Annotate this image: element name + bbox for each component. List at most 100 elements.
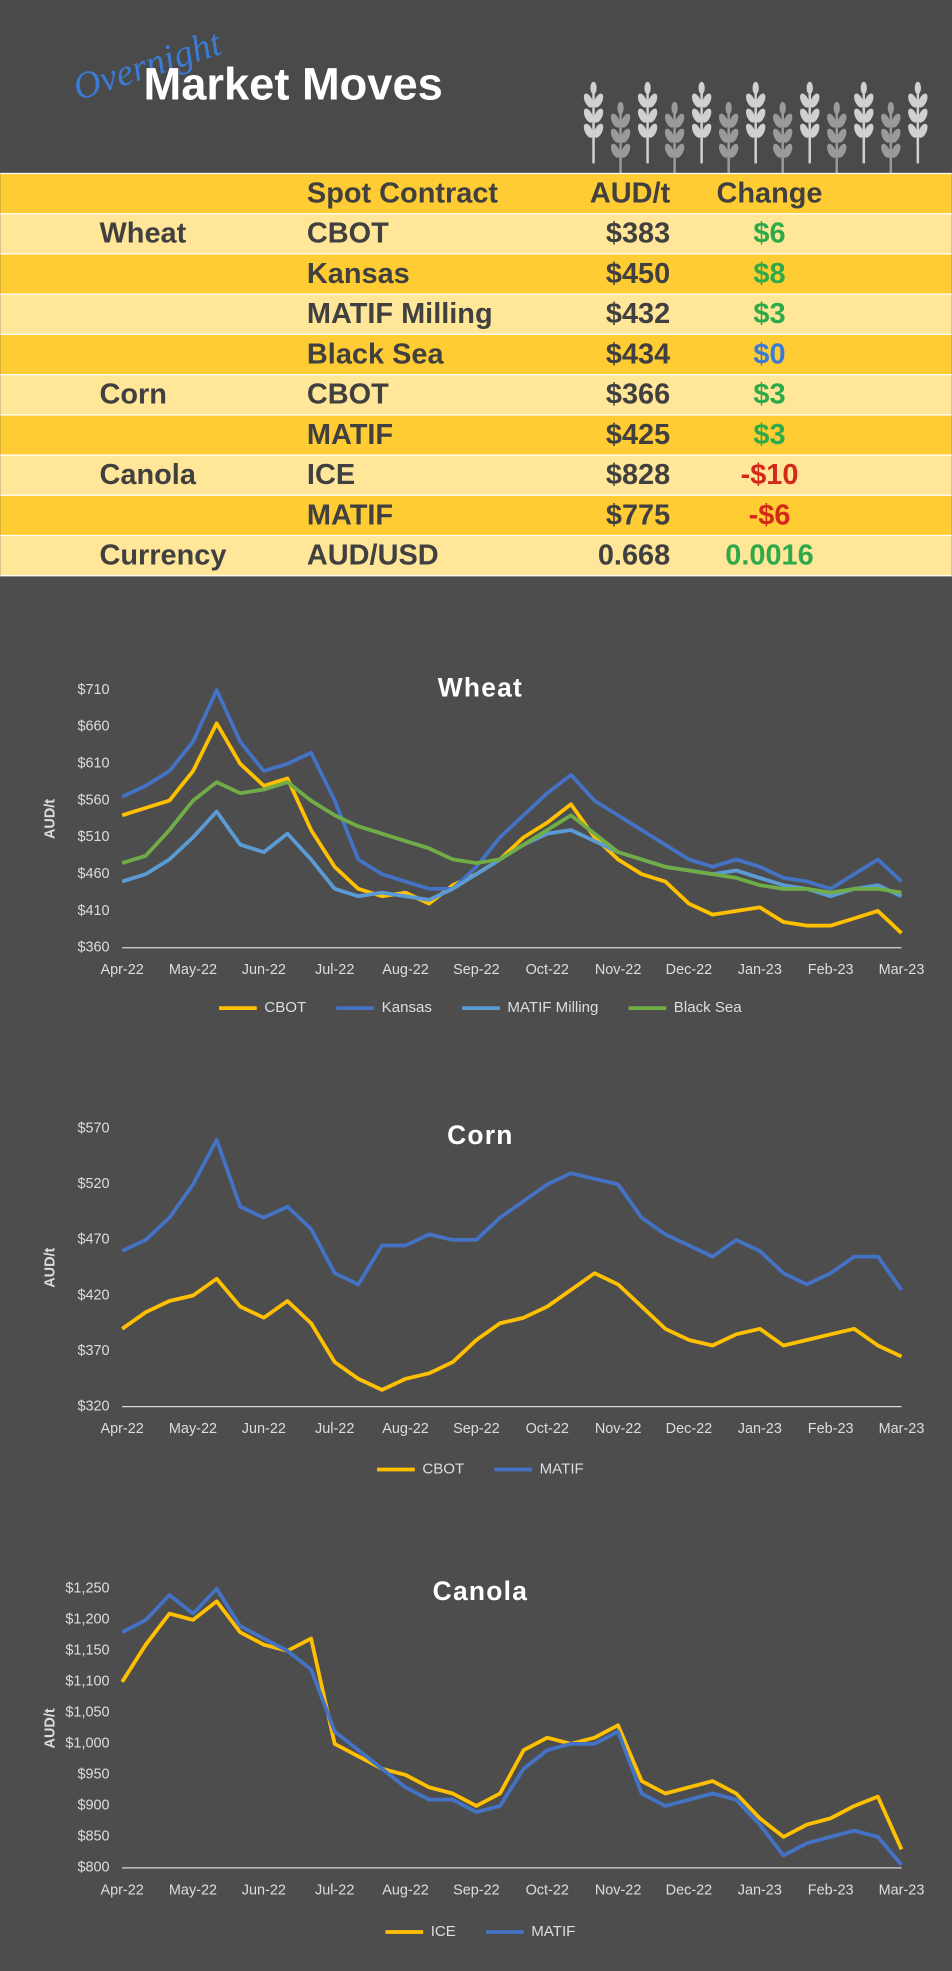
change-value: $3 [753, 419, 785, 451]
commodity-label: Canola [100, 459, 197, 491]
change-value: $8 [753, 258, 785, 290]
x-tick-label: Oct-22 [526, 1421, 569, 1437]
contract-label: MATIF [307, 499, 393, 531]
y-tick-label: $1,050 [65, 1705, 109, 1721]
table-row [0, 374, 952, 415]
y-tick-label: $1,150 [65, 1643, 109, 1659]
price-value: $432 [606, 298, 670, 330]
x-tick-label: Jun-22 [242, 962, 286, 978]
legend-label: MATIF Milling [507, 999, 598, 1016]
x-tick-label: Aug-22 [382, 962, 429, 978]
series-line [121, 780, 902, 895]
x-tick-label: Jan-23 [738, 1882, 782, 1898]
table-row [0, 414, 952, 456]
y-tick-label: $420 [77, 1287, 109, 1303]
legend-label: CBOT [422, 1460, 464, 1477]
series-line [121, 1271, 903, 1392]
price-value: $366 [606, 379, 670, 411]
x-tick-label: Oct-22 [526, 1882, 569, 1898]
x-tick-label: Sep-22 [453, 962, 500, 978]
contract-label: ICE [307, 459, 355, 491]
x-tick-label: Nov-22 [595, 962, 642, 978]
y-tick-label: $370 [77, 1343, 109, 1359]
column-header: AUD/t [590, 177, 671, 209]
change-value: $6 [753, 218, 785, 250]
x-tick-label: May-22 [169, 962, 217, 978]
x-tick-label: Dec-22 [666, 1882, 713, 1898]
column-header: Change [717, 177, 823, 209]
price-table: Spot Contract AUD/t Change Wheat CBOT $383 $6 K… [0, 172, 952, 577]
y-axis-label: AUD/t [42, 1247, 58, 1287]
commodity-label: Wheat [100, 218, 187, 250]
line-chart: Canola AUD/t $800 $850 $900 $950 $1,000 $1,050 $… [42, 1576, 924, 1940]
x-tick-label: Jun-22 [242, 1882, 286, 1898]
x-tick-label: Dec-22 [666, 1421, 713, 1437]
x-tick-label: May-22 [169, 1882, 217, 1898]
chart-title: Canola [433, 1576, 528, 1606]
x-tick-label: Nov-22 [595, 1421, 642, 1437]
y-tick-label: $1,100 [65, 1674, 109, 1690]
x-tick-label: Mar-23 [879, 1882, 925, 1898]
y-tick-label: $900 [77, 1798, 109, 1814]
change-value: $3 [753, 379, 785, 411]
y-axis-label: AUD/t [42, 1708, 58, 1748]
header-title: Market Moves [144, 58, 443, 109]
x-tick-label: Dec-22 [666, 962, 713, 978]
y-tick-label: $950 [77, 1767, 109, 1783]
table-row [0, 495, 952, 536]
charts: Wheat AUD/t $360 $410 $460 $510 $560 $610 $660 $7… [42, 672, 924, 1940]
commodity-label: Corn [100, 379, 167, 411]
change-value: -$10 [741, 459, 799, 491]
x-tick-label: Oct-22 [526, 962, 569, 978]
y-tick-label: $1,200 [65, 1612, 109, 1628]
x-tick-label: Jan-23 [738, 1421, 782, 1437]
header-band [0, 0, 952, 171]
y-tick-label: $320 [77, 1398, 109, 1414]
y-tick-label: $660 [77, 719, 109, 735]
y-tick-label: $470 [77, 1232, 109, 1248]
y-axis-label: AUD/t [42, 799, 58, 839]
x-tick-label: Feb-23 [808, 962, 854, 978]
x-tick-label: Sep-22 [453, 1421, 500, 1437]
y-tick-label: $460 [77, 866, 109, 882]
legend-label: Kansas [382, 999, 432, 1016]
contract-label: MATIF Milling [307, 298, 493, 330]
x-tick-label: Jan-23 [738, 962, 782, 978]
contract-label: MATIF [307, 419, 393, 451]
chart-title: Corn [447, 1120, 514, 1150]
y-tick-label: $560 [77, 792, 109, 808]
x-tick-label: Apr-22 [100, 1421, 143, 1437]
x-tick-label: Jul-22 [315, 962, 354, 978]
commodity-label: Currency [100, 539, 227, 571]
table-row [0, 213, 952, 254]
change-value: -$6 [749, 499, 791, 531]
legend: CBOT MATIF [377, 1460, 584, 1477]
price-value: $434 [606, 338, 670, 370]
x-tick-label: Aug-22 [382, 1882, 429, 1898]
x-tick-label: Jun-22 [242, 1421, 286, 1437]
x-tick-label: May-22 [169, 1421, 217, 1437]
table-row [0, 294, 952, 335]
x-tick-label: Aug-22 [382, 1421, 429, 1437]
price-value: $775 [606, 499, 670, 531]
series-line [121, 1586, 903, 1867]
table-row [0, 334, 952, 375]
price-value: $425 [606, 419, 670, 451]
x-tick-label: Jul-22 [315, 1421, 354, 1437]
x-tick-label: Nov-22 [595, 1882, 642, 1898]
legend-label: MATIF [531, 1923, 575, 1940]
y-tick-label: $850 [77, 1829, 109, 1845]
y-tick-label: $710 [77, 682, 109, 698]
y-tick-label: $410 [77, 903, 109, 919]
series-line [121, 1137, 904, 1292]
series-line [120, 1599, 904, 1851]
y-tick-label: $800 [77, 1860, 109, 1876]
contract-label: CBOT [307, 218, 389, 250]
line-chart: Corn AUD/t $320 $370 $420 $470 $520 $570 Apr-22 M… [42, 1120, 924, 1478]
change-value: $3 [753, 298, 785, 330]
series-line [121, 721, 903, 935]
legend-label: CBOT [264, 999, 306, 1016]
legend-label: Black Sea [674, 999, 743, 1016]
